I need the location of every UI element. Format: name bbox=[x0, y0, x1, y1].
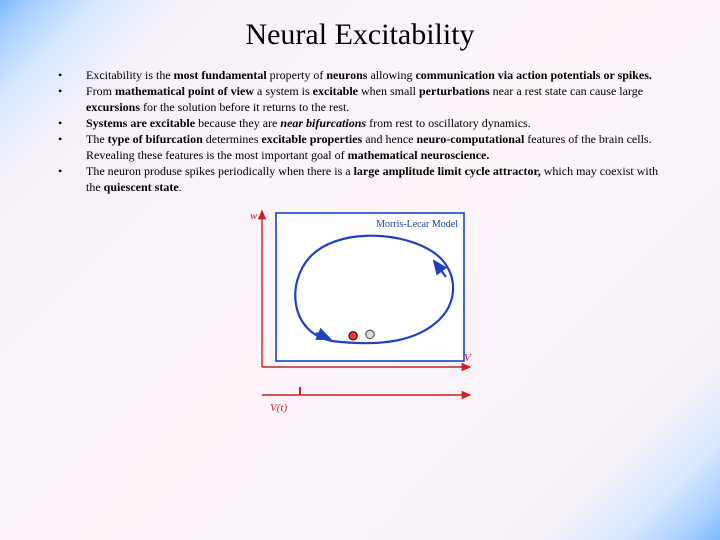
slide-title: Neural Excitability bbox=[46, 18, 674, 52]
bullet-item: From mathematical point of view a system… bbox=[52, 84, 668, 115]
bullet-item: The neuron produse spikes periodically w… bbox=[52, 164, 668, 195]
bullet-list: Excitability is the most fundamental pro… bbox=[46, 68, 674, 195]
svg-text:V(t): V(t) bbox=[270, 402, 287, 414]
svg-text:w: w bbox=[250, 210, 258, 222]
phase-portrait-diagram: w V Morris-Lecar Model V(t) bbox=[242, 205, 478, 420]
bullet-item: The type of bifurcation determines excit… bbox=[52, 132, 668, 163]
bullet-item: Systems are excitable because they are n… bbox=[52, 116, 668, 131]
bullet-item: Excitability is the most fundamental pro… bbox=[52, 68, 668, 83]
svg-text:Morris-Lecar Model: Morris-Lecar Model bbox=[376, 219, 458, 230]
svg-text:V: V bbox=[464, 352, 472, 364]
